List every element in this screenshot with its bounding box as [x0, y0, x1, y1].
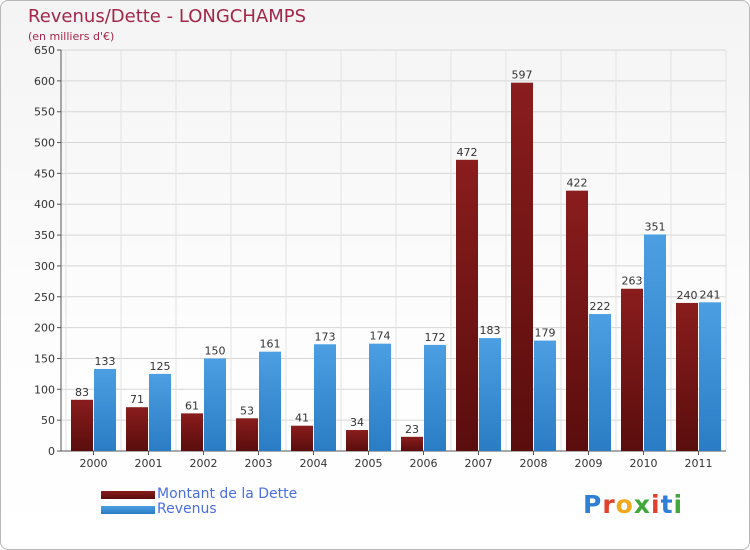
bar-debt-2001 — [126, 407, 148, 451]
y-tick-label: 250 — [34, 291, 55, 304]
logo-letter: x — [633, 490, 651, 519]
bar-debt-2005 — [346, 430, 368, 451]
y-tick-label: 150 — [34, 352, 55, 365]
bar-revenue-2005 — [369, 343, 391, 451]
legend-swatch-debt — [101, 491, 155, 499]
bar-revenue-2000 — [94, 368, 116, 451]
x-tick-label: 2003 — [245, 457, 273, 470]
data-label-revenue-2008: 179 — [535, 327, 556, 340]
data-label-revenue-2003: 161 — [260, 338, 281, 351]
y-tick-label: 400 — [34, 198, 55, 211]
logo-letter: i — [673, 490, 684, 519]
logo-letter: r — [602, 490, 616, 519]
bar-debt-2006 — [401, 436, 423, 451]
y-tick-label: 100 — [34, 383, 55, 396]
bar-revenue-2001 — [149, 373, 171, 451]
bar-debt-2000 — [71, 399, 93, 451]
data-label-revenue-2001: 125 — [150, 360, 171, 373]
data-label-debt-2006: 23 — [405, 423, 419, 436]
y-tick-label: 650 — [34, 44, 55, 57]
data-label-revenue-2009: 222 — [590, 300, 611, 313]
data-label-debt-2011: 240 — [677, 289, 698, 302]
y-tick-label: 350 — [34, 229, 55, 242]
data-label-revenue-2002: 150 — [205, 344, 226, 357]
data-label-revenue-2004: 173 — [315, 330, 336, 343]
data-label-debt-2003: 53 — [240, 404, 254, 417]
y-tick-label: 200 — [34, 322, 55, 335]
legend-label-revenue: Revenus — [157, 501, 217, 517]
y-tick-label: 500 — [34, 137, 55, 150]
x-tick-label: 2009 — [575, 457, 603, 470]
x-tick-label: 2005 — [355, 457, 383, 470]
data-label-debt-2007: 472 — [457, 146, 478, 159]
bar-debt-2010 — [621, 288, 643, 451]
bar-revenue-2004 — [314, 344, 336, 451]
y-tick-label: 0 — [48, 445, 55, 458]
legend-label-debt: Montant de la Dette — [157, 486, 298, 502]
data-label-debt-2010: 263 — [622, 275, 643, 288]
data-label-debt-2002: 61 — [185, 399, 199, 412]
bar-debt-2003 — [236, 418, 258, 451]
bar-revenue-2006 — [424, 344, 446, 451]
x-tick-label: 2001 — [135, 457, 163, 470]
data-label-revenue-2005: 174 — [370, 330, 391, 343]
bar-revenue-2002 — [204, 358, 226, 451]
data-label-revenue-2011: 241 — [700, 288, 721, 301]
logo-letter: t — [660, 490, 674, 519]
bar-revenue-2008 — [534, 340, 556, 451]
x-tick-label: 2002 — [190, 457, 218, 470]
proxiti-logo: Proxiti — [583, 490, 683, 519]
y-tick-label: 450 — [34, 167, 55, 180]
bar-debt-2008 — [511, 82, 533, 451]
data-label-revenue-2006: 172 — [425, 331, 446, 344]
bar-debt-2004 — [291, 425, 313, 451]
y-tick-label: 300 — [34, 260, 55, 273]
bar-revenue-2010 — [644, 234, 666, 451]
data-label-revenue-2010: 351 — [645, 220, 666, 233]
data-label-debt-2000: 83 — [75, 386, 89, 399]
data-label-debt-2005: 34 — [350, 416, 364, 429]
data-label-debt-2004: 41 — [295, 412, 309, 425]
x-tick-label: 2010 — [630, 457, 658, 470]
logo-letter: P — [583, 490, 603, 519]
logo-letter: i — [651, 490, 661, 519]
chart-title: Revenus/Dette - LONGCHAMPS — [28, 6, 307, 27]
bar-revenue-2009 — [589, 314, 611, 451]
x-tick-label: 2011 — [685, 457, 713, 470]
x-tick-label: 2000 — [80, 457, 108, 470]
data-label-debt-2008: 597 — [512, 69, 533, 82]
bar-revenue-2003 — [259, 351, 281, 451]
data-label-debt-2001: 71 — [130, 393, 144, 406]
y-tick-label: 600 — [34, 75, 55, 88]
bar-revenue-2011 — [699, 302, 721, 451]
x-tick-label: 2004 — [300, 457, 328, 470]
bar-debt-2007 — [456, 159, 478, 451]
y-tick-label: 50 — [41, 414, 55, 427]
y-tick-label: 550 — [34, 106, 55, 119]
data-label-revenue-2000: 133 — [95, 355, 116, 368]
x-tick-label: 2007 — [465, 457, 493, 470]
data-label-revenue-2007: 183 — [480, 324, 501, 337]
bar-debt-2002 — [181, 413, 203, 451]
legend-swatch-revenue — [101, 506, 155, 514]
chart-subtitle: (en milliers d'€) — [28, 30, 115, 43]
x-tick-label: 2006 — [410, 457, 438, 470]
data-label-debt-2009: 422 — [567, 177, 588, 190]
bar-debt-2009 — [566, 190, 588, 452]
x-tick-label: 2008 — [520, 457, 548, 470]
logo-letter: o — [615, 490, 634, 519]
bar-debt-2011 — [676, 302, 698, 451]
bar-revenue-2007 — [479, 338, 501, 451]
